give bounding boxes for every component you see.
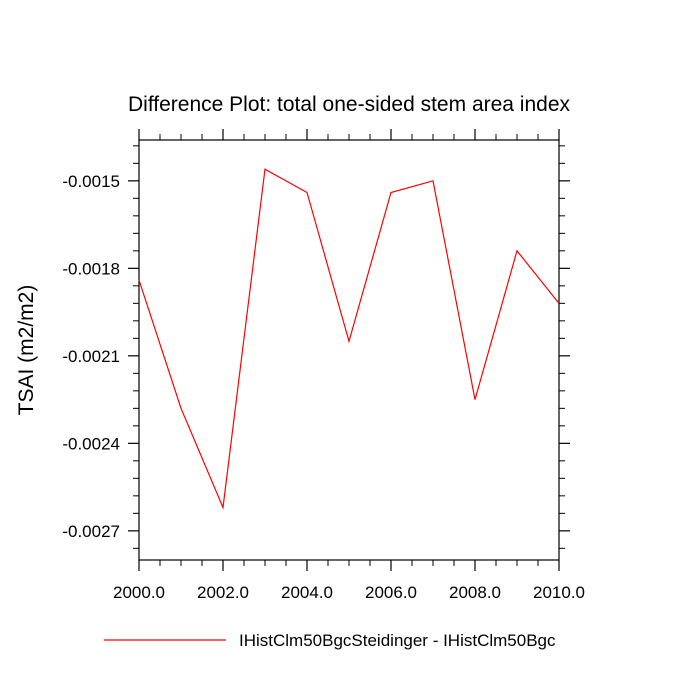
x-tick-label: 2010.0 <box>533 583 585 602</box>
x-tick-label: 2002.0 <box>197 583 249 602</box>
y-tick-label: -0.0027 <box>62 522 120 541</box>
x-axis-ticks: 2000.0 2002.0 2004.0 2006.0 2008.0 2010.0 <box>113 129 585 602</box>
x-tick-label: 2008.0 <box>449 583 501 602</box>
x-tick-label: 2000.0 <box>113 583 165 602</box>
x-tick-label: 2004.0 <box>281 583 333 602</box>
y-tick-label: -0.0015 <box>62 172 120 191</box>
x-tick-label: 2006.0 <box>365 583 417 602</box>
series-layer <box>138 168 560 510</box>
y-axis-label: TSAI (m2/m2) <box>15 285 38 416</box>
y-tick-label: -0.0021 <box>62 347 120 366</box>
y-tick-label: -0.0024 <box>62 434 120 453</box>
y-axis-ticks: -0.0015 -0.0018 -0.0021 -0.0024 -0.0027 <box>62 145 570 549</box>
legend-series-label: IHistClm50BgcSteidinger - IHistClm50Bgc <box>239 631 556 650</box>
y-tick-label: -0.0018 <box>62 259 120 278</box>
chart-title: Difference Plot: total one-sided stem ar… <box>128 93 571 116</box>
series-line <box>138 168 560 510</box>
plot-frame <box>138 139 560 561</box>
legend: IHistClm50BgcSteidinger - IHistClm50Bgc <box>104 631 556 650</box>
